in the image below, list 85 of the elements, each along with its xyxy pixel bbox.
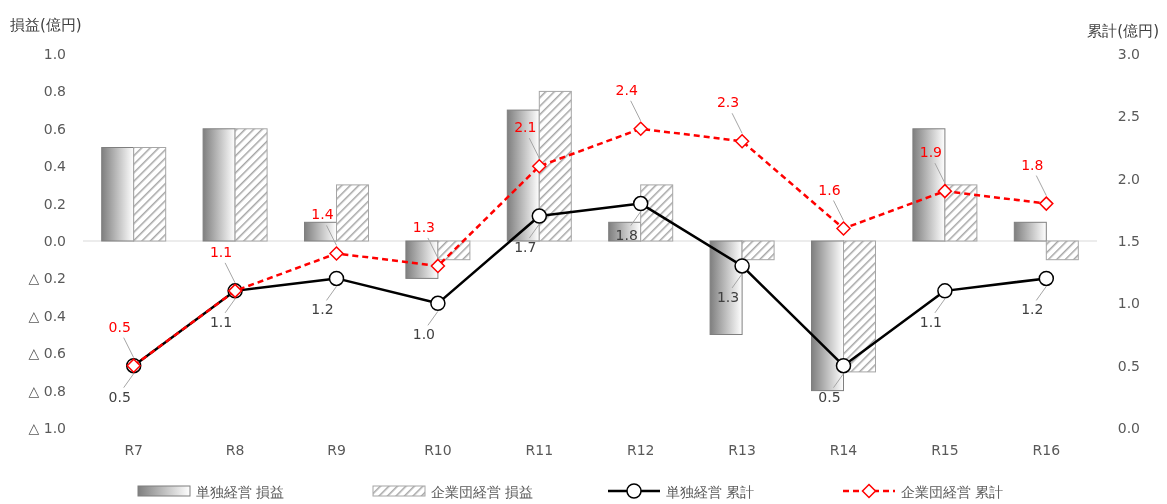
- y2-tick-label: 1.5: [1117, 233, 1140, 249]
- y-tick-label: 0.4: [43, 158, 67, 175]
- y-axis-title: 損益(億円): [10, 16, 82, 34]
- data-label: 1.1: [209, 243, 233, 260]
- data-label: 0.5: [818, 388, 841, 405]
- bar: [304, 221, 337, 242]
- y-tick-label: 0.0: [43, 233, 66, 249]
- data-label: 2.3: [716, 94, 740, 111]
- point: [1038, 270, 1055, 287]
- y-tick-label: △ 1.0: [28, 420, 66, 436]
- point: [532, 158, 547, 174]
- data-label: 1.3: [716, 288, 740, 305]
- bar: [741, 240, 775, 261]
- point: [734, 134, 750, 149]
- point: [937, 283, 953, 299]
- y2-tick-label: 2.5: [1117, 108, 1140, 125]
- y2-tick-label: 1.0: [1117, 295, 1140, 312]
- y-tick-label: △ 0.2: [28, 270, 66, 287]
- point: [734, 258, 750, 274]
- y2-tick-label: 2.0: [1117, 170, 1140, 187]
- data-label: 1.2: [311, 301, 334, 318]
- point: [430, 258, 446, 274]
- y2-tick-label: 0.0: [1117, 420, 1140, 436]
- bar: [506, 109, 540, 242]
- y-tick-label: 0.6: [43, 120, 67, 137]
- legend-label: 企業団経営 累計: [901, 484, 1004, 500]
- x-tick-label: R16: [1032, 442, 1061, 458]
- data-label: 1.8: [615, 226, 638, 243]
- data-label: 1.2: [1021, 301, 1044, 318]
- bar: [709, 240, 743, 335]
- bar: [1045, 240, 1079, 261]
- y-tick-label: △ 0.8: [28, 382, 66, 399]
- data-label: 1.4: [311, 206, 334, 223]
- point: [1039, 196, 1054, 211]
- y2-tick-label: 3.0: [1117, 46, 1140, 62]
- data-label: 1.1: [919, 313, 943, 330]
- point: [531, 208, 548, 224]
- data-label: 1.9: [919, 144, 943, 161]
- point: [430, 295, 446, 312]
- bar: [912, 128, 946, 242]
- data-label: 0.5: [108, 318, 131, 335]
- data-label: 1.0: [412, 326, 436, 343]
- bar: [234, 128, 268, 242]
- bar: [133, 147, 167, 242]
- point: [835, 357, 852, 374]
- bar: [405, 240, 439, 279]
- bar: [101, 147, 135, 242]
- bar: [202, 128, 236, 242]
- data-label: 2.1: [514, 119, 537, 136]
- y-tick-label: △ 0.4: [28, 307, 67, 324]
- data-label: 1.1: [209, 313, 233, 330]
- x-tick-label: R10: [424, 442, 452, 458]
- y-tick-label: 1.0: [43, 46, 66, 62]
- bar: [843, 240, 876, 373]
- data-label: 2.4: [615, 81, 638, 98]
- point: [836, 221, 851, 236]
- x-tick-label: R8: [225, 442, 245, 458]
- data-label: 1.3: [412, 218, 436, 235]
- x-tick-label: R11: [525, 442, 554, 458]
- point: [937, 183, 953, 199]
- legend-label: 単独経営 累計: [666, 484, 755, 500]
- data-label: 1.6: [818, 181, 841, 198]
- y-tick-label: 0.2: [43, 195, 66, 212]
- y2-tick-label: 0.5: [1117, 357, 1140, 374]
- y-tick-label: 0.8: [43, 83, 66, 100]
- point: [328, 270, 345, 287]
- bar: [811, 240, 844, 392]
- x-tick-label: R9: [327, 442, 346, 458]
- data-label: 0.5: [108, 388, 131, 405]
- data-label: 1.8: [1021, 156, 1044, 173]
- data-label: 1.7: [514, 239, 537, 256]
- legend-label: 単独経営 損益: [196, 484, 285, 500]
- x-tick-label: R15: [931, 442, 959, 458]
- point: [632, 195, 649, 212]
- x-tick-label: R7: [124, 442, 144, 458]
- bar: [1013, 221, 1047, 242]
- y-tick-label: △ 0.6: [28, 345, 67, 362]
- x-tick-label: R13: [728, 442, 756, 458]
- point: [329, 246, 344, 261]
- x-tick-label: R14: [829, 442, 858, 458]
- legend-label: 企業団経営 損益: [431, 484, 534, 500]
- x-tick-label: R12: [626, 442, 655, 458]
- y2-axis-title: 累計(億円): [1087, 22, 1159, 40]
- point: [633, 121, 648, 137]
- bar: [944, 184, 978, 242]
